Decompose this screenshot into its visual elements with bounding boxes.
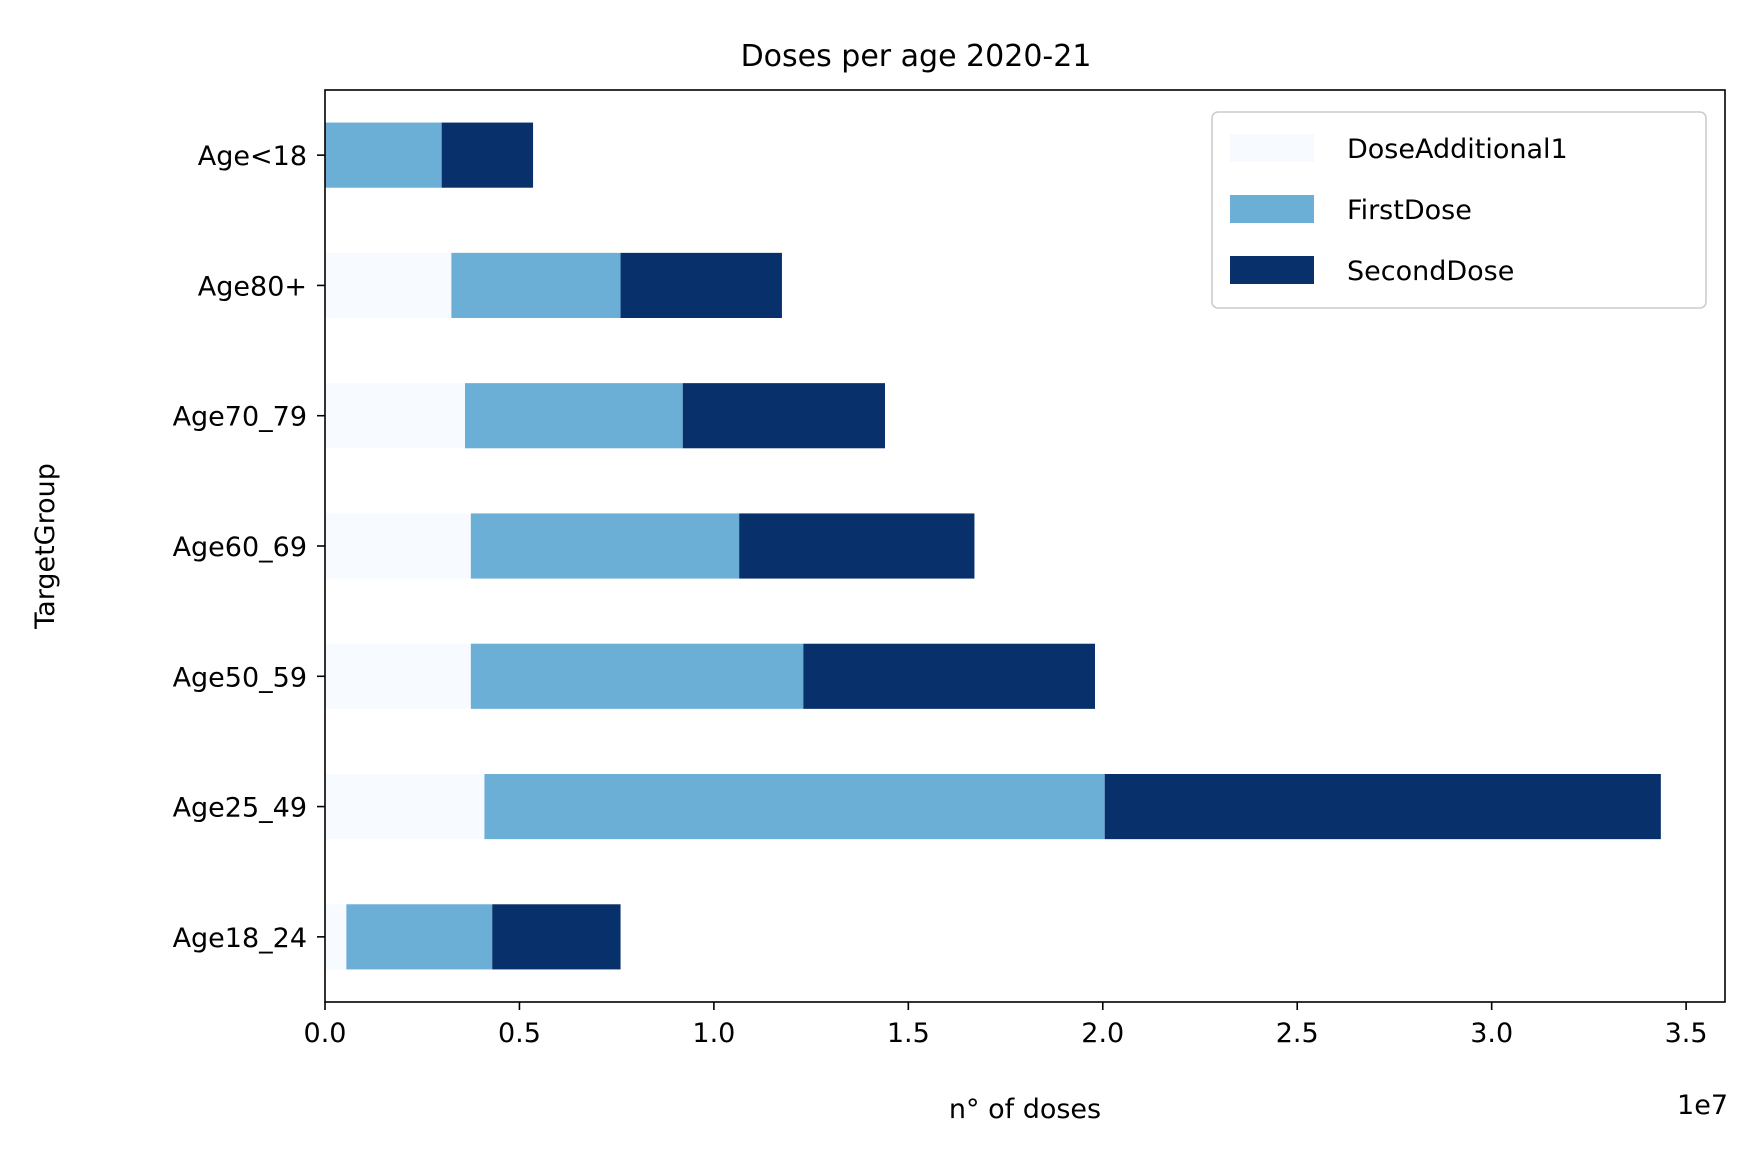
- legend-swatch-DoseAdditional1: [1230, 134, 1314, 162]
- legend-frame: [1211, 111, 1707, 309]
- legend-label-FirstDose: FirstDose: [1347, 195, 1472, 226]
- bar-DoseAdditional1-Age80+: [325, 252, 452, 318]
- x-axis-offset-label: 1e7: [1677, 1090, 1728, 1121]
- bar-SecondDose-Age80+: [620, 252, 782, 318]
- bar-SecondDose-Age50_59: [803, 643, 1095, 709]
- legend-label-SecondDose: SecondDose: [1347, 256, 1514, 287]
- x-tick-label: 0.0: [304, 1018, 347, 1049]
- y-axis-label: TargetGroup: [30, 463, 61, 630]
- x-tick-label: 1.5: [887, 1018, 930, 1049]
- x-tick-label: 3.5: [1665, 1018, 1708, 1049]
- bar-DoseAdditional1-Age60_69: [325, 513, 471, 579]
- bar-FirstDose-Age50_59: [470, 643, 804, 709]
- bar-SecondDose-Age70_79: [682, 383, 885, 449]
- bar-FirstDose-Age18_24: [346, 904, 493, 970]
- bar-DoseAdditional1-Age50_59: [325, 643, 471, 709]
- bar-SecondDose-Age25_49: [1104, 774, 1661, 840]
- bar-SecondDose-Age18_24: [492, 904, 621, 970]
- bar-DoseAdditional1-Age18_24: [325, 904, 347, 970]
- y-tick-label: Age60_69: [173, 532, 307, 563]
- y-tick-label: Age50_59: [173, 662, 307, 693]
- x-tick-label: 2.5: [1276, 1018, 1319, 1049]
- y-axis: Age18_24 Age25_49 Age50_59 Age60_69 Age70_79…: [173, 141, 325, 954]
- bar-FirstDose-Age<18: [325, 122, 442, 188]
- x-tick-label: 1.0: [692, 1018, 735, 1049]
- y-tick-label: Age18_24: [173, 923, 307, 954]
- bar-SecondDose-Age60_69: [739, 513, 975, 579]
- bar-FirstDose-Age60_69: [470, 513, 740, 579]
- y-tick-label: Age<18: [198, 141, 307, 172]
- x-tick-label: 2.0: [1081, 1018, 1124, 1049]
- legend: DoseAdditional1 FirstDose SecondDose: [1211, 111, 1707, 309]
- chart-title: Doses per age 2020-21: [741, 39, 1092, 74]
- bar-DoseAdditional1-Age70_79: [325, 383, 465, 449]
- legend-swatch-FirstDose: [1230, 195, 1314, 223]
- bars-layer: [325, 122, 1661, 970]
- x-tick-label: 3.0: [1470, 1018, 1513, 1049]
- y-tick-label: Age80+: [198, 271, 307, 302]
- bar-DoseAdditional1-Age25_49: [325, 774, 485, 840]
- plot-area-frame: [324, 89, 1726, 1003]
- bar-SecondDose-Age<18: [441, 122, 534, 188]
- x-axis-label: n° of doses: [949, 1094, 1101, 1125]
- legend-label-DoseAdditional1: DoseAdditional1: [1347, 134, 1568, 165]
- x-axis: 0.0 0.5 1.0 1.5 2.0 2.5 3.0 3.5: [304, 1002, 1708, 1049]
- y-tick-label: Age25_49: [173, 793, 307, 824]
- bar-FirstDose-Age70_79: [465, 383, 683, 449]
- y-tick-label: Age70_79: [173, 402, 307, 433]
- bar-FirstDose-Age25_49: [484, 774, 1105, 840]
- x-tick-label: 0.5: [498, 1018, 541, 1049]
- bar-FirstDose-Age80+: [451, 252, 621, 318]
- legend-swatch-SecondDose: [1230, 256, 1314, 284]
